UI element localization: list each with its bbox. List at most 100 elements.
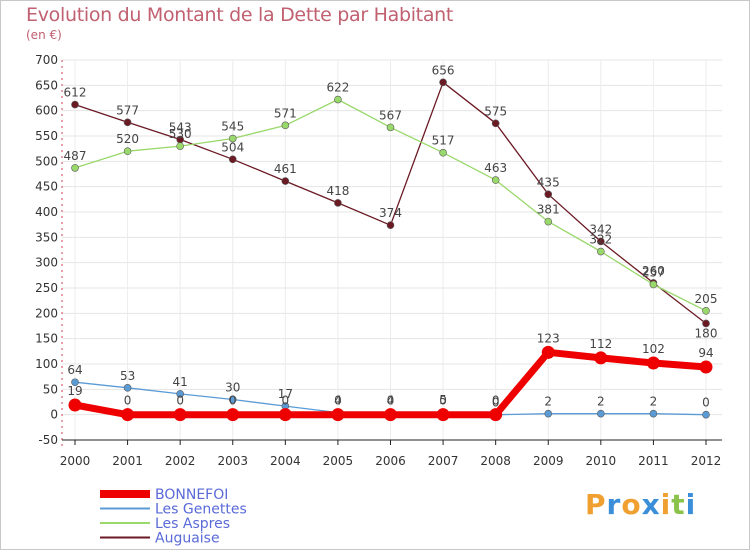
legend-label: BONNEFOI [155,487,228,503]
data-point [702,319,710,328]
data-point [281,177,290,185]
data-label: 205 [695,292,718,306]
y-tick-label: 150 [35,332,58,346]
legend-label: Les Genettes [155,502,247,518]
data-point [228,134,237,143]
data-label: 102 [642,342,665,356]
y-tick-label: 250 [35,281,58,295]
data-label: 5 [439,393,447,407]
data-point [176,390,184,398]
data-point [71,378,79,387]
data-point [491,176,500,184]
x-tick-label: 2010 [586,454,617,468]
data-label: 545 [221,120,244,134]
data-label: 4 [387,394,395,408]
y-tick-label: 500 [35,154,58,168]
y-tick-label: 650 [35,78,58,92]
proxiti-logo: Proxiti [585,488,696,521]
legend-label: Les Aspres [155,516,230,532]
data-point [226,408,240,422]
data-point [597,247,605,256]
data-label: 0 [492,394,500,408]
data-label: 0 [282,394,290,408]
data-label: 64 [67,363,82,377]
data-label: 94 [698,346,713,360]
data-point [176,142,184,150]
y-tick-label: 550 [35,129,58,143]
data-label: 4 [334,394,342,408]
y-tick-label: 350 [35,230,58,244]
logo-letter: t [671,488,686,521]
data-label: 575 [484,104,507,118]
data-point [123,147,132,155]
data-point [71,100,79,109]
data-point [334,199,342,207]
data-label: 622 [326,81,349,95]
y-tick-label: 50 [43,382,58,396]
data-point [597,409,605,418]
logo-letter: r [606,488,622,521]
data-point [228,155,237,164]
data-label: 504 [221,140,244,154]
data-point [597,237,605,246]
data-label: 112 [589,337,612,351]
data-label: 41 [173,375,188,389]
x-tick-label: 2008 [480,454,511,468]
y-tick-label: 600 [35,104,58,118]
y-tick-label: -50 [38,433,58,447]
data-label: 0 [334,394,342,408]
data-label: 260 [642,264,665,278]
x-tick-label: 2002 [165,454,196,468]
data-point [702,306,710,315]
x-tick-label: 2012 [691,454,722,468]
data-point [331,408,345,422]
data-label: 2 [544,395,552,409]
data-label: 374 [379,206,402,220]
y-tick-label: 300 [35,256,58,270]
data-label: 180 [695,326,718,340]
data-point [491,119,500,128]
logo-letter: i [660,488,672,521]
data-point [544,409,553,418]
data-point [173,408,187,422]
x-tick-label: 2007 [428,454,459,468]
data-label: 381 [537,203,560,217]
data-label: 17 [278,387,293,401]
data-point [123,118,132,127]
data-point [649,280,658,289]
data-point [702,410,710,419]
data-point [228,395,237,404]
data-point [544,190,553,199]
logo-letter: x [641,488,661,521]
y-tick-label: 100 [35,357,58,371]
data-label: 123 [537,331,560,345]
x-tick-label: 2003 [217,454,248,468]
data-label: 656 [432,63,455,77]
data-label: 463 [484,161,507,175]
data-point [699,360,713,374]
data-label: 19 [67,384,82,398]
data-point [544,217,553,226]
chart-title: Evolution du Montant de la Dette par Hab… [26,4,454,26]
y-tick-label: 400 [35,205,58,219]
y-tick-label: 450 [35,180,58,194]
x-tick-label: 2005 [323,454,354,468]
data-label: 517 [432,134,455,148]
data-point [71,164,79,172]
data-point [386,221,395,229]
data-label: 461 [274,162,297,176]
data-label: 612 [64,86,87,100]
data-label: 487 [64,149,87,163]
data-label: 30 [225,380,240,394]
data-label: 435 [537,175,560,189]
data-label: 571 [274,106,297,120]
data-label: 0 [387,394,395,408]
data-point [439,78,447,87]
data-label: 0 [124,394,132,408]
data-label: 2 [650,395,658,409]
data-label: 342 [589,222,612,236]
data-label: 520 [116,132,139,146]
logo-letter: P [585,488,607,521]
data-point [68,398,82,412]
